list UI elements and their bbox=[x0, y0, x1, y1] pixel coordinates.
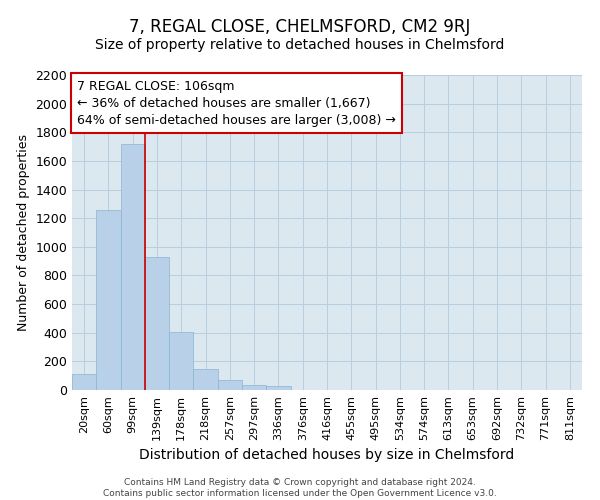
Bar bbox=[169, 332, 193, 390]
Bar bbox=[218, 380, 242, 390]
Bar bbox=[145, 257, 169, 390]
Bar bbox=[121, 144, 145, 390]
Text: 7 REGAL CLOSE: 106sqm
← 36% of detached houses are smaller (1,667)
64% of semi-d: 7 REGAL CLOSE: 106sqm ← 36% of detached … bbox=[77, 80, 396, 126]
Bar bbox=[266, 386, 290, 390]
Text: 7, REGAL CLOSE, CHELMSFORD, CM2 9RJ: 7, REGAL CLOSE, CHELMSFORD, CM2 9RJ bbox=[130, 18, 470, 36]
Bar bbox=[193, 368, 218, 390]
Text: Size of property relative to detached houses in Chelmsford: Size of property relative to detached ho… bbox=[95, 38, 505, 52]
X-axis label: Distribution of detached houses by size in Chelmsford: Distribution of detached houses by size … bbox=[139, 448, 515, 462]
Bar bbox=[242, 385, 266, 390]
Bar bbox=[72, 374, 96, 390]
Bar bbox=[96, 210, 121, 390]
Y-axis label: Number of detached properties: Number of detached properties bbox=[17, 134, 30, 331]
Text: Contains HM Land Registry data © Crown copyright and database right 2024.
Contai: Contains HM Land Registry data © Crown c… bbox=[103, 478, 497, 498]
